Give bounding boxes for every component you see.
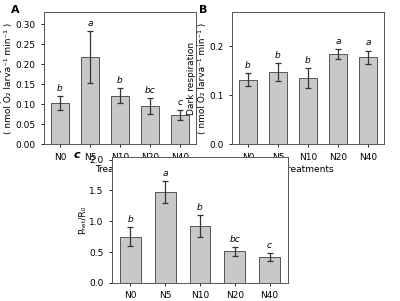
Text: a: a (365, 39, 371, 48)
Bar (259, 257, 280, 283)
Text: A: A (10, 5, 19, 15)
Text: a: a (87, 19, 93, 28)
Text: b: b (275, 51, 281, 60)
Bar (141, 106, 159, 144)
Bar (155, 192, 176, 283)
Text: c: c (73, 150, 80, 160)
Bar (269, 72, 287, 144)
Text: B: B (198, 5, 207, 15)
Text: b: b (245, 61, 251, 70)
Bar (224, 252, 245, 283)
Y-axis label: Dark respiration
( nmol O₂ larva⁻¹ min⁻¹ ): Dark respiration ( nmol O₂ larva⁻¹ min⁻¹… (187, 23, 206, 134)
Bar (111, 95, 129, 144)
X-axis label: Treatments: Treatments (95, 165, 145, 174)
Bar (81, 57, 99, 144)
Bar (120, 237, 141, 283)
Bar (329, 54, 347, 144)
Bar (190, 226, 210, 283)
Text: a: a (162, 169, 168, 178)
Text: a: a (335, 36, 341, 45)
Bar (171, 115, 189, 144)
Bar (359, 57, 377, 144)
Text: b: b (117, 76, 123, 85)
Bar (299, 78, 317, 144)
Text: c: c (267, 240, 272, 250)
Text: b: b (305, 56, 311, 65)
Bar (239, 80, 257, 144)
X-axis label: Treatments: Treatments (283, 165, 333, 174)
Text: bc: bc (230, 235, 240, 244)
Bar (51, 103, 69, 144)
Text: b: b (57, 84, 63, 93)
Y-axis label: Pₙₑₜ/R₀: Pₙₑₜ/R₀ (78, 206, 86, 234)
Text: c: c (178, 98, 182, 107)
Text: b: b (197, 203, 203, 212)
Text: b: b (128, 215, 133, 224)
Y-axis label: Net photosynthesis
( nmol O₂ larva⁻¹ min⁻¹ ): Net photosynthesis ( nmol O₂ larva⁻¹ min… (0, 23, 13, 134)
Text: bc: bc (145, 86, 156, 95)
